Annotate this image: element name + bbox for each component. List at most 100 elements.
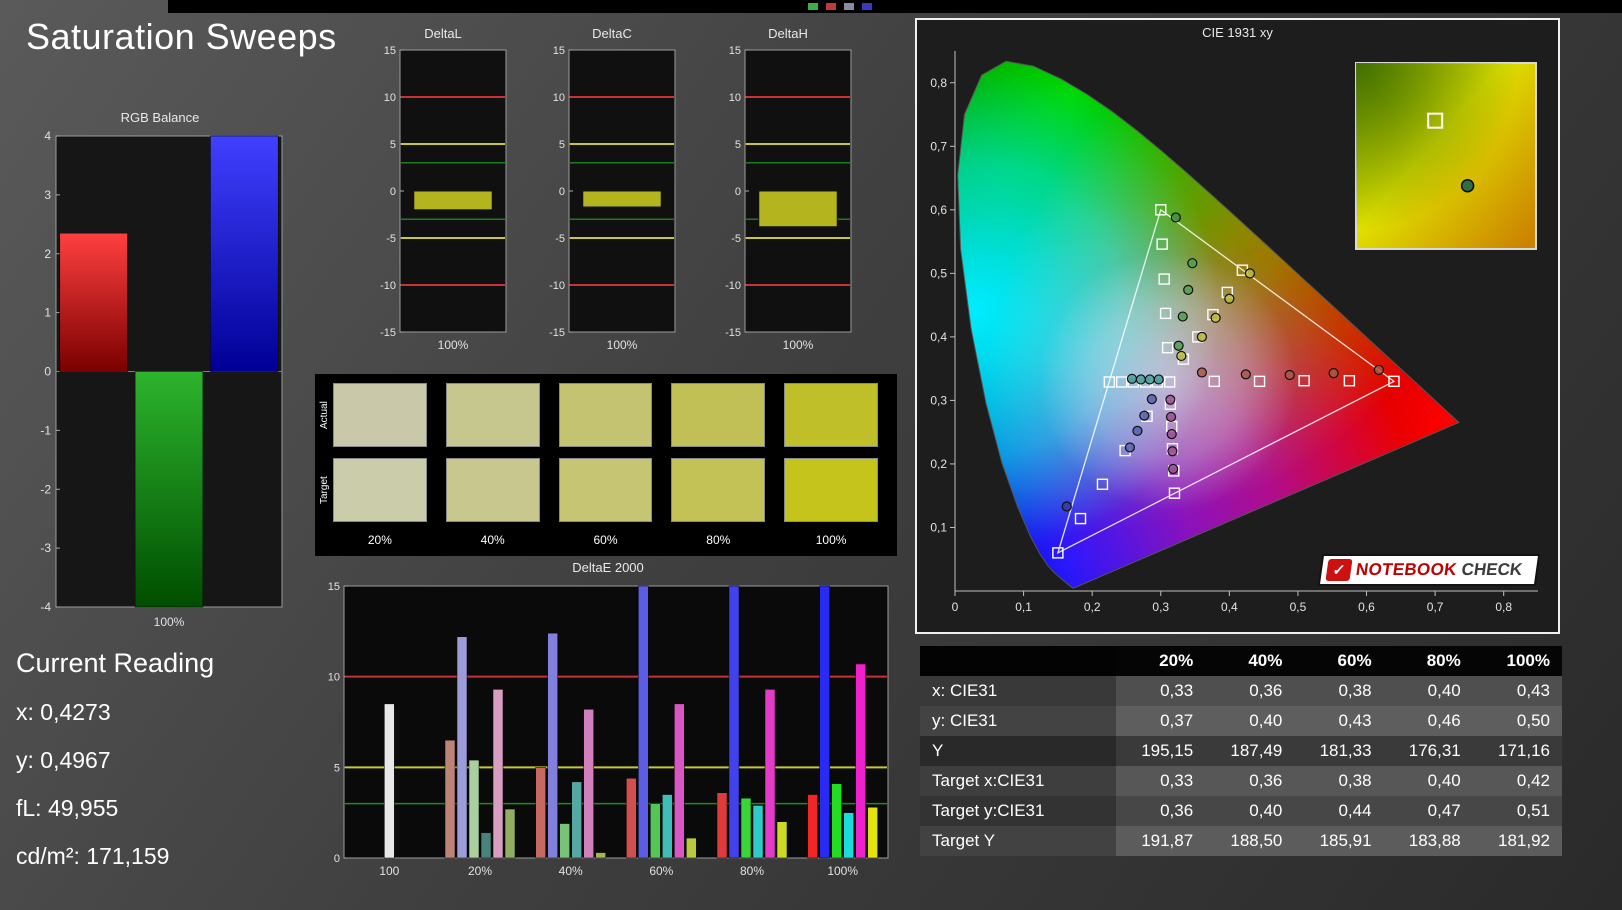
- results-cell: 0,46: [1427, 711, 1461, 730]
- spectral-locus-outline: [957, 60, 1460, 589]
- deltae-bar: [867, 806, 878, 859]
- swatch-col-label: 20%: [367, 533, 392, 547]
- measurement-point: [1170, 212, 1181, 223]
- deltae-bar: [571, 781, 582, 859]
- x-tick-label: 0: [952, 600, 959, 614]
- measurement-point: [1061, 501, 1072, 512]
- x-tick-label: 0,6: [1358, 600, 1375, 614]
- measurement-point: [1173, 340, 1184, 351]
- current-reading-block: Current Reading x: 0,4273 y: 0,4967 fL: …: [16, 648, 316, 891]
- measurement-point: [1168, 463, 1179, 475]
- deltae-bar: [504, 808, 516, 859]
- results-cell: 0,47: [1427, 801, 1461, 820]
- deltae-bar: [583, 709, 594, 859]
- y-tick-label: 15: [328, 581, 340, 593]
- deltae-bar: [595, 852, 606, 859]
- inset-target-square: [1427, 112, 1444, 129]
- inset-measurement-point: [1460, 179, 1475, 193]
- x-tick-label: 0,4: [1221, 600, 1238, 614]
- y-tick-label: 10: [328, 672, 340, 684]
- results-row: Target Y 191,87 188,50 185,91 183,88 181,92: [920, 826, 1562, 856]
- y-tick-label: -5: [731, 233, 741, 245]
- results-row: x: CIE31 0,33 0,36 0,38 0,40 0,43: [920, 676, 1562, 706]
- results-cell: 195,15: [1141, 741, 1194, 760]
- measurement-point: [1153, 374, 1164, 385]
- x-tick-label: 0,1: [1015, 600, 1032, 614]
- measurement-point: [1284, 369, 1295, 381]
- target-square: [1103, 376, 1116, 388]
- x-group-label: 60%: [649, 864, 673, 878]
- deltae-bar: [384, 703, 395, 859]
- top-strip: [168, 0, 1622, 13]
- y-tick-label: -1: [40, 423, 51, 437]
- results-cell: 171,16: [1498, 741, 1550, 760]
- x-tick-label: 0,7: [1427, 600, 1444, 614]
- y-tick-label: -2: [40, 482, 51, 496]
- results-col-header: 40%: [1248, 651, 1283, 670]
- y-tick-label: 0: [559, 186, 565, 198]
- results-cell: 0,40: [1249, 801, 1283, 820]
- target-square: [1253, 375, 1266, 388]
- swatch-row-label: Target: [319, 476, 330, 504]
- target-square: [1096, 478, 1109, 490]
- deltae-bar: [819, 585, 830, 859]
- target-square: [1388, 375, 1400, 388]
- results-cell: 0,36: [1160, 801, 1194, 820]
- target-square: [1074, 512, 1087, 525]
- measurement-point: [1328, 367, 1339, 379]
- notebookcheck-check-icon: ✓: [1325, 559, 1353, 581]
- color-swatch: [332, 383, 427, 447]
- results-cell: 0,40: [1427, 681, 1461, 700]
- delta-e-2000-plot: 15 10 5 0 100 20% 40% 60% 80% 100%: [328, 581, 889, 878]
- target-square: [1168, 487, 1181, 499]
- deltae-bar: [559, 823, 570, 859]
- deltae-bar: [650, 803, 661, 859]
- x-axis-label: 100%: [154, 615, 185, 629]
- y-tick-label: -10: [549, 280, 565, 292]
- results-col-header: [920, 646, 1116, 676]
- color-swatch: [558, 383, 653, 447]
- y-tick-label: 5: [390, 139, 396, 151]
- x-axis-label: 100%: [438, 338, 469, 352]
- y-tick-label: -4: [40, 600, 51, 614]
- results-row-label: Target Y: [920, 826, 1116, 856]
- deltae-bar: [686, 837, 697, 859]
- color-swatch: [445, 458, 540, 522]
- color-swatch: [784, 458, 879, 522]
- deltae-bar: [728, 585, 740, 859]
- delta-l-plot: 15 10 5 0 -5 -10 -15 100%: [380, 45, 507, 352]
- y-tick-label: -3: [40, 541, 51, 555]
- rgb-balance-plot: 4 3 2 1 0 -1 -2 -3 -4 100%: [40, 129, 283, 629]
- measurement-point: [1124, 442, 1135, 453]
- x-axis-label: 100%: [607, 338, 638, 352]
- deltae-bar: [626, 777, 637, 859]
- results-cell: 183,88: [1408, 831, 1461, 850]
- deltae-bar: [456, 636, 468, 859]
- x-tick-label: 0,8: [1495, 600, 1512, 614]
- results-col-header: 20%: [1159, 651, 1194, 670]
- results-cell: 0,33: [1160, 681, 1194, 700]
- measurement-point: [1146, 394, 1157, 405]
- y-tick-label: 2: [44, 247, 51, 261]
- swatch-col-label: 40%: [480, 533, 505, 547]
- results-row: Y 195,15 187,49 181,33 176,31 171,16: [920, 736, 1562, 766]
- deltae-bar: [492, 689, 504, 859]
- results-row-label: x: CIE31: [920, 676, 1116, 706]
- target-square: [1161, 341, 1174, 354]
- deltae-bar: [716, 792, 728, 859]
- measurement-point: [1240, 369, 1251, 380]
- deltae-bar: [807, 794, 818, 859]
- target-square: [1155, 204, 1167, 216]
- measurement-point: [1177, 311, 1188, 322]
- gamut-triangle: [1056, 208, 1396, 555]
- results-row-label: Y: [920, 736, 1116, 766]
- results-cell: 0,36: [1249, 681, 1283, 700]
- results-cell: 0,37: [1160, 711, 1194, 730]
- y-tick-label: 15: [729, 45, 741, 57]
- results-cell: 0,38: [1338, 681, 1372, 700]
- measurement-point: [1144, 374, 1155, 385]
- results-cell: 0,38: [1338, 771, 1372, 790]
- swatch-col-label: 80%: [706, 533, 731, 547]
- measurement-point: [1187, 258, 1198, 269]
- deltae-bar: [740, 797, 752, 859]
